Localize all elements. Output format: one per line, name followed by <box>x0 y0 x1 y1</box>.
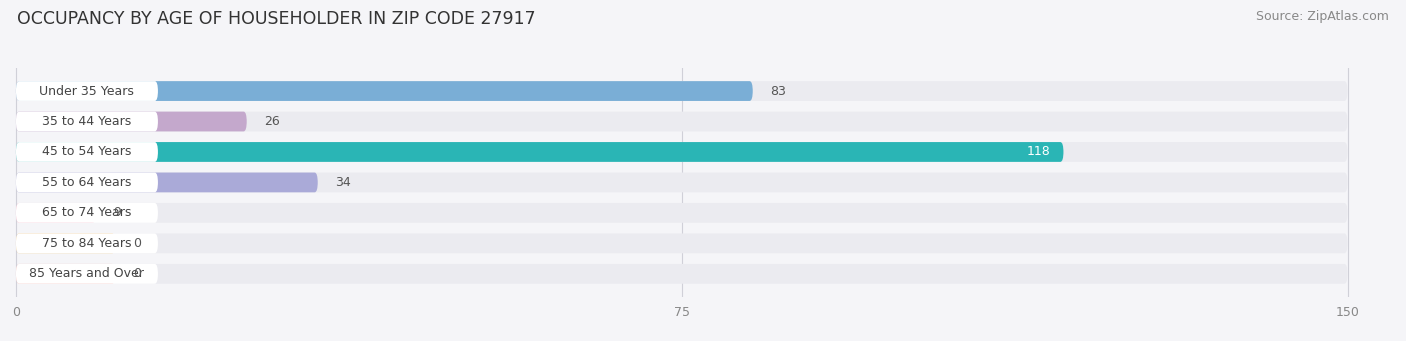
FancyBboxPatch shape <box>15 203 1347 223</box>
Text: OCCUPANCY BY AGE OF HOUSEHOLDER IN ZIP CODE 27917: OCCUPANCY BY AGE OF HOUSEHOLDER IN ZIP C… <box>17 10 536 28</box>
FancyBboxPatch shape <box>15 264 1347 284</box>
Text: 75 to 84 Years: 75 to 84 Years <box>42 237 132 250</box>
FancyBboxPatch shape <box>15 81 1347 101</box>
FancyBboxPatch shape <box>15 142 1347 162</box>
FancyBboxPatch shape <box>15 81 157 101</box>
FancyBboxPatch shape <box>15 81 752 101</box>
FancyBboxPatch shape <box>15 142 1063 162</box>
FancyBboxPatch shape <box>15 112 246 131</box>
FancyBboxPatch shape <box>15 142 157 162</box>
Text: 0: 0 <box>134 267 141 280</box>
FancyBboxPatch shape <box>15 173 318 192</box>
FancyBboxPatch shape <box>15 203 96 223</box>
Text: Under 35 Years: Under 35 Years <box>39 85 135 98</box>
Text: 118: 118 <box>1026 146 1050 159</box>
FancyBboxPatch shape <box>15 112 1347 131</box>
Text: 35 to 44 Years: 35 to 44 Years <box>42 115 132 128</box>
Text: 34: 34 <box>336 176 352 189</box>
FancyBboxPatch shape <box>15 203 157 223</box>
Text: 45 to 54 Years: 45 to 54 Years <box>42 146 132 159</box>
FancyBboxPatch shape <box>15 173 1347 192</box>
FancyBboxPatch shape <box>15 264 115 284</box>
Text: 55 to 64 Years: 55 to 64 Years <box>42 176 132 189</box>
Text: Source: ZipAtlas.com: Source: ZipAtlas.com <box>1256 10 1389 23</box>
Text: 65 to 74 Years: 65 to 74 Years <box>42 206 132 219</box>
FancyBboxPatch shape <box>15 234 115 253</box>
Text: 0: 0 <box>134 237 141 250</box>
Text: 26: 26 <box>264 115 280 128</box>
FancyBboxPatch shape <box>15 264 157 284</box>
FancyBboxPatch shape <box>15 112 157 131</box>
FancyBboxPatch shape <box>15 234 1347 253</box>
FancyBboxPatch shape <box>15 173 157 192</box>
Text: 9: 9 <box>114 206 121 219</box>
Text: 85 Years and Over: 85 Years and Over <box>30 267 145 280</box>
FancyBboxPatch shape <box>15 234 157 253</box>
Text: 83: 83 <box>770 85 786 98</box>
